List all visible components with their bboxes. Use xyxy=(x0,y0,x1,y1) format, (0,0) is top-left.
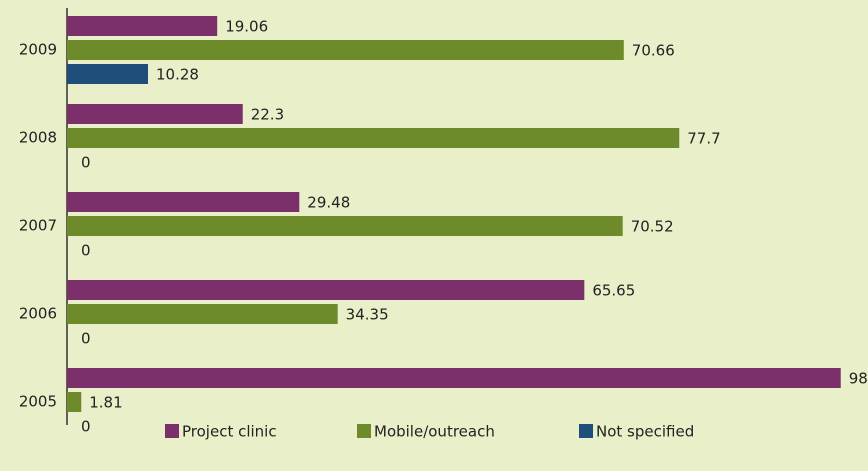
legend-label: Mobile/outreach xyxy=(374,423,495,441)
data-label: 10.28 xyxy=(156,66,199,84)
data-label: 0 xyxy=(81,418,91,436)
data-label: 0 xyxy=(81,330,91,348)
legend-swatch xyxy=(357,424,371,438)
y-tick-label: 2008 xyxy=(19,129,57,147)
y-tick-label: 2005 xyxy=(19,393,57,411)
y-tick-label: 2007 xyxy=(19,217,57,235)
data-label: 19.06 xyxy=(225,18,268,36)
data-label: 0 xyxy=(81,242,91,260)
legend-swatch xyxy=(579,424,593,438)
data-label: 22.3 xyxy=(251,106,284,124)
bar xyxy=(67,216,623,236)
data-label: 29.48 xyxy=(307,194,350,212)
data-label: 70.52 xyxy=(631,218,674,236)
bar xyxy=(67,392,82,412)
bar xyxy=(67,128,680,148)
data-label: 77.7 xyxy=(687,130,720,148)
bar xyxy=(67,304,338,324)
bar xyxy=(67,64,149,84)
data-label: 98.19 xyxy=(849,370,868,388)
bar xyxy=(67,192,300,212)
legend-swatch xyxy=(165,424,179,438)
data-label: 0 xyxy=(81,154,91,172)
bar xyxy=(67,16,218,36)
data-label: 65.65 xyxy=(592,282,635,300)
y-tick-label: 2006 xyxy=(19,305,57,323)
data-label: 70.66 xyxy=(632,42,675,60)
bar xyxy=(67,104,243,124)
data-label: 34.35 xyxy=(346,306,389,324)
bar xyxy=(67,368,841,388)
data-label: 1.81 xyxy=(89,394,122,412)
bar xyxy=(67,40,624,60)
y-tick-label: 2009 xyxy=(19,41,57,59)
legend-label: Project clinic xyxy=(182,423,277,441)
bar xyxy=(67,280,585,300)
legend-label: Not specified xyxy=(596,423,694,441)
